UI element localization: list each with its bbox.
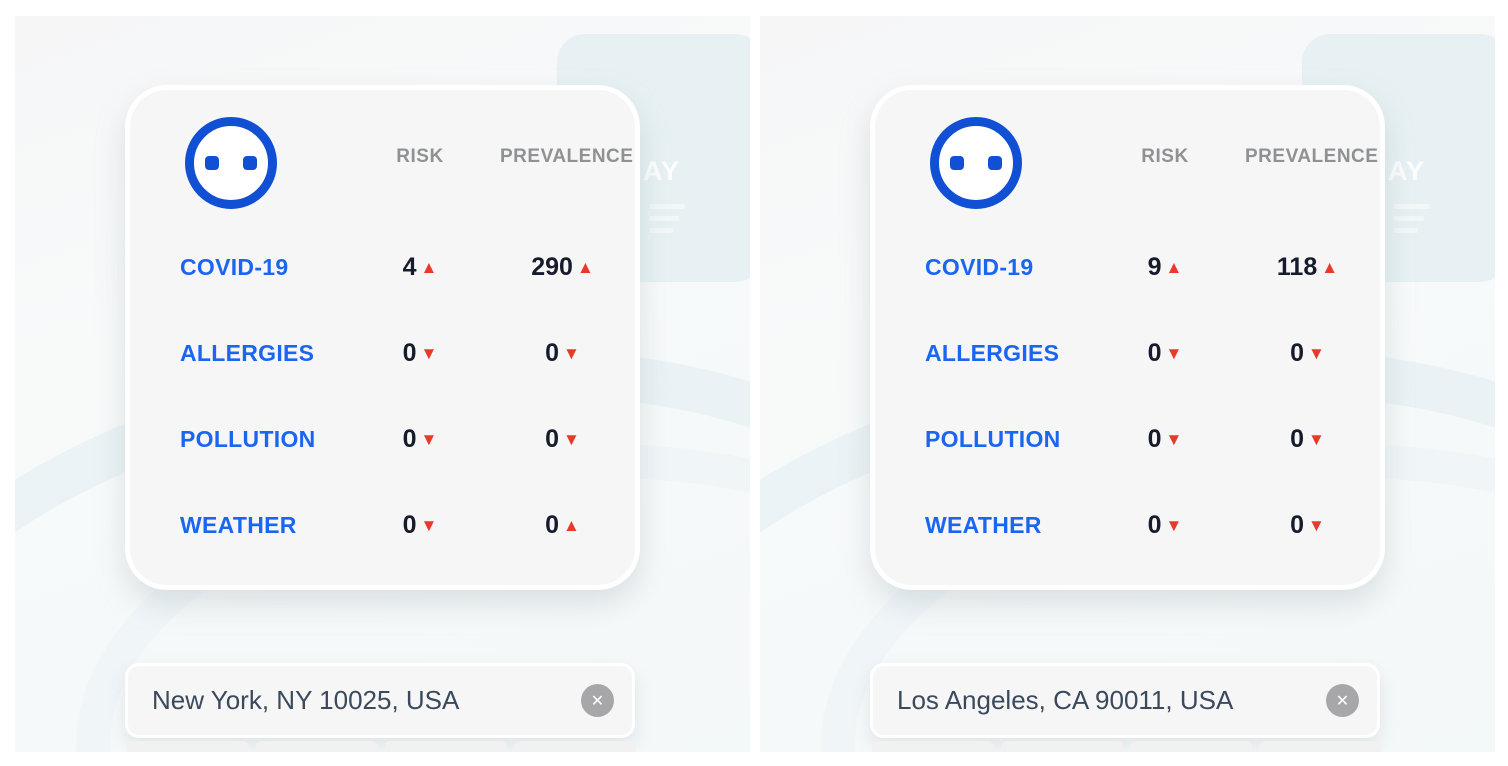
prevalence-value: 0 ▼: [545, 424, 580, 453]
risk-value: 0 ▼: [402, 510, 438, 539]
risk-column-header: RISK: [1141, 146, 1189, 167]
prevalence-value: 118 ▲: [1276, 252, 1339, 281]
clear-location-button[interactable]: ✕: [1326, 684, 1359, 717]
prevalence-column-header: PREVALENCE: [500, 146, 634, 167]
clear-location-button[interactable]: ✕: [581, 684, 614, 717]
close-icon: ✕: [1335, 692, 1350, 710]
close-icon: ✕: [590, 692, 605, 710]
risk-value: 0 ▼: [402, 338, 438, 367]
risk-value: 9 ▲: [1147, 252, 1183, 281]
trend-down-icon: ▼: [1308, 343, 1325, 363]
category-link-covid[interactable]: COVID-19: [925, 253, 1034, 280]
option-button[interactable]: [514, 741, 636, 752]
location-search-input[interactable]: [128, 685, 581, 716]
option-button[interactable]: [385, 741, 507, 752]
table-row: POLLUTION 0 ▼ 0 ▼: [130, 396, 635, 482]
option-button[interactable]: [1130, 741, 1252, 752]
risk-value: 0 ▼: [1147, 510, 1183, 539]
trend-down-icon: ▼: [420, 343, 438, 363]
face-eye-icon: [988, 156, 1002, 170]
health-summary-card: RISK PREVALENCE COVID-19 4 ▲ 290 ▲ ALL: [125, 85, 640, 590]
option-button[interactable]: [1259, 741, 1381, 752]
prevalence-value: 0 ▼: [1290, 510, 1325, 539]
background-card-text: AY: [1388, 156, 1426, 186]
location-search-bar: ✕: [870, 663, 1380, 738]
risk-column-header: RISK: [396, 146, 444, 167]
prevalence-column-header: PREVALENCE: [1245, 146, 1379, 167]
category-link-covid[interactable]: COVID-19: [180, 253, 289, 280]
prevalence-value: 290 ▲: [531, 252, 594, 281]
table-row: POLLUTION 0 ▼ 0 ▼: [875, 396, 1380, 482]
trend-down-icon: ▼: [1165, 429, 1183, 449]
face-eye-icon: [243, 156, 257, 170]
category-link-weather[interactable]: WEATHER: [925, 511, 1042, 538]
trend-up-icon: ▲: [576, 257, 594, 277]
location-panel-los-angeles: AY RISK PREVALENCE COVID-19 9 ▲: [760, 16, 1495, 752]
prevalence-value: 0 ▼: [1290, 424, 1325, 453]
table-row: ALLERGIES 0 ▼ 0 ▼: [130, 310, 635, 396]
risk-value: 0 ▼: [402, 424, 438, 453]
trend-down-icon: ▼: [1308, 515, 1325, 535]
table-row: WEATHER 0 ▼ 0 ▼: [875, 482, 1380, 568]
option-button[interactable]: [127, 741, 249, 752]
risk-value: 4 ▲: [402, 252, 438, 281]
trend-up-icon: ▲: [420, 257, 438, 277]
table-row: ALLERGIES 0 ▼ 0 ▼: [875, 310, 1380, 396]
summary-table: COVID-19 4 ▲ 290 ▲ ALLERGIES 0 ▼: [130, 224, 635, 568]
trend-down-icon: ▼: [1165, 515, 1183, 535]
option-button[interactable]: [256, 741, 378, 752]
category-link-weather[interactable]: WEATHER: [180, 511, 297, 538]
category-link-allergies[interactable]: ALLERGIES: [180, 339, 315, 366]
trend-down-icon: ▼: [1165, 343, 1183, 363]
trend-down-icon: ▼: [1308, 429, 1325, 449]
location-search-bar: ✕: [125, 663, 635, 738]
prevalence-value: 0 ▲: [545, 510, 580, 539]
trend-down-icon: ▼: [420, 515, 438, 535]
table-row: COVID-19 4 ▲ 290 ▲: [130, 224, 635, 310]
column-headers: RISK PREVALENCE: [130, 146, 635, 168]
location-panel-new-york: AY RISK PREVALENCE COVID-19 4 ▲: [15, 16, 750, 752]
face-eye-icon: [205, 156, 219, 170]
option-button[interactable]: [1001, 741, 1123, 752]
table-row: COVID-19 9 ▲ 118 ▲: [875, 224, 1380, 310]
background-card-text: AY: [643, 156, 681, 186]
option-button[interactable]: [872, 741, 994, 752]
prevalence-value: 0 ▼: [545, 338, 580, 367]
face-icon: [185, 117, 277, 209]
prevalence-value: 0 ▼: [1290, 338, 1325, 367]
trend-down-icon: ▼: [563, 429, 580, 449]
face-eye-icon: [950, 156, 964, 170]
trend-down-icon: ▼: [420, 429, 438, 449]
risk-value: 0 ▼: [1147, 338, 1183, 367]
category-link-pollution[interactable]: POLLUTION: [180, 425, 316, 452]
trend-up-icon: ▲: [563, 515, 580, 535]
health-summary-card: RISK PREVALENCE COVID-19 9 ▲ 118 ▲ ALL: [870, 85, 1385, 590]
face-icon: [930, 117, 1022, 209]
summary-table: COVID-19 9 ▲ 118 ▲ ALLERGIES 0 ▼: [875, 224, 1380, 568]
option-button-row: [127, 741, 636, 752]
trend-up-icon: ▲: [1321, 257, 1339, 277]
trend-down-icon: ▼: [563, 343, 580, 363]
column-headers: RISK PREVALENCE: [875, 146, 1380, 168]
table-row: WEATHER 0 ▼ 0 ▲: [130, 482, 635, 568]
risk-value: 0 ▼: [1147, 424, 1183, 453]
option-button-row: [872, 741, 1381, 752]
location-search-input[interactable]: [873, 685, 1326, 716]
trend-up-icon: ▲: [1165, 257, 1183, 277]
category-link-allergies[interactable]: ALLERGIES: [925, 339, 1060, 366]
category-link-pollution[interactable]: POLLUTION: [925, 425, 1061, 452]
